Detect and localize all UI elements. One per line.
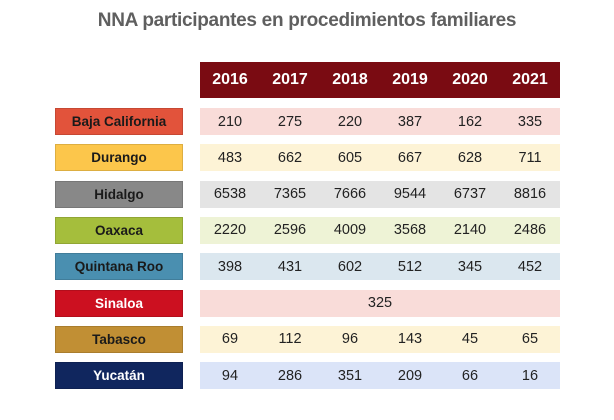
value-cell-2021: 711 [518, 149, 542, 166]
value-cell-2021: 8816 [513, 186, 547, 203]
value-cell-2020: 6737 [453, 186, 487, 203]
year-2021: 2021 [512, 71, 548, 88]
year-2016: 2016 [212, 71, 248, 88]
value-cell-2019: 387 [397, 113, 423, 130]
value-cell-2017: 275 [277, 113, 303, 130]
value-cell-2016: 210 [217, 113, 243, 130]
table-row: Hidalgo 6538 7365 7666 9544 6737 8816 [0, 180, 614, 208]
state-label: Sinaloa [55, 289, 183, 317]
value-cells: 69 112 96 143 45 65 [200, 325, 560, 353]
value-cells: 325 [200, 289, 560, 317]
value-cell-2016: 2220 [213, 222, 247, 239]
table-row: Quintana Roo 398 431 602 512 345 452 [0, 253, 614, 281]
table-row: Tabasco 69 112 96 143 45 65 [0, 325, 614, 353]
table-row: Baja California 210 275 220 387 162 335 [0, 108, 614, 135]
value-cell-2018: 351 [337, 367, 363, 384]
state-label: Quintana Roo [55, 253, 183, 281]
state-label: Tabasco [55, 325, 183, 353]
table-row: Oaxaca 2220 2596 4009 3568 2140 2486 [0, 216, 614, 244]
value-cells: 483 662 605 667 628 711 [200, 144, 560, 172]
value-cells: 2220 2596 4009 3568 2140 2486 [200, 216, 560, 244]
value-cell-2017: 662 [277, 149, 303, 166]
value-cell-2018: 4009 [333, 222, 367, 239]
state-label: Yucatán [55, 362, 183, 390]
value-cell-2020: 45 [461, 331, 479, 348]
value-cell-2017: 7365 [273, 186, 307, 203]
value-cell-2019: 9544 [393, 186, 427, 203]
year-2019: 2019 [392, 71, 428, 88]
value-cells: 398 431 602 512 345 452 [200, 253, 560, 281]
value-cell-2019: 667 [397, 149, 423, 166]
value-cells: 210 275 220 387 162 335 [200, 108, 560, 135]
year-2018: 2018 [332, 71, 368, 88]
value-cell-2018: 605 [337, 149, 363, 166]
year-2020: 2020 [452, 71, 488, 88]
value-cell-2020: 628 [457, 149, 483, 166]
value-cell-2017: 112 [278, 331, 302, 348]
value-cell-2020: 345 [457, 258, 483, 275]
year-2017: 2017 [272, 71, 308, 88]
value-cell-2017: 286 [277, 367, 303, 384]
value-cell-2019: 512 [397, 258, 423, 275]
state-label: Baja California [55, 108, 183, 135]
value-cell-2016: 398 [217, 258, 243, 275]
value-cell-2021: 16 [521, 367, 539, 384]
value-cell-2021: 335 [517, 113, 543, 130]
value-cell-2016: 6538 [213, 186, 247, 203]
table-row: Yucatán 94 286 351 209 66 16 [0, 362, 614, 390]
merged-value-cell: 325 [367, 295, 393, 311]
value-cell-2019: 143 [397, 331, 423, 348]
value-cell-2018: 96 [341, 331, 359, 348]
state-label: Oaxaca [55, 216, 183, 244]
table-row: Durango 483 662 605 667 628 711 [0, 144, 614, 172]
value-cell-2021: 65 [521, 331, 539, 348]
value-cell-2017: 2596 [273, 222, 307, 239]
value-cell-2021: 2486 [513, 222, 547, 239]
value-cell-2017: 431 [277, 258, 303, 275]
value-cell-2020: 162 [457, 113, 483, 130]
value-cell-2016: 69 [221, 331, 239, 348]
value-cell-2018: 602 [337, 258, 363, 275]
table-row: Sinaloa 325 [0, 289, 614, 317]
year-header: 2016 2017 2018 2019 2020 2021 [200, 62, 560, 98]
value-cell-2020: 66 [461, 367, 479, 384]
value-cell-2019: 3568 [393, 222, 427, 239]
value-cells: 6538 7365 7666 9544 6737 8816 [200, 180, 560, 208]
value-cell-2018: 220 [337, 113, 363, 130]
value-cells: 94 286 351 209 66 16 [200, 362, 560, 390]
value-cell-2016: 94 [221, 367, 239, 384]
value-cell-2018: 7666 [333, 186, 367, 203]
value-cell-2016: 483 [217, 149, 243, 166]
value-cell-2020: 2140 [453, 222, 487, 239]
state-label: Durango [55, 144, 183, 172]
value-cell-2021: 452 [517, 258, 543, 275]
chart-title: NNA participantes en procedimientos fami… [97, 10, 517, 31]
value-cell-2019: 209 [397, 367, 423, 384]
state-label: Hidalgo [55, 180, 183, 208]
